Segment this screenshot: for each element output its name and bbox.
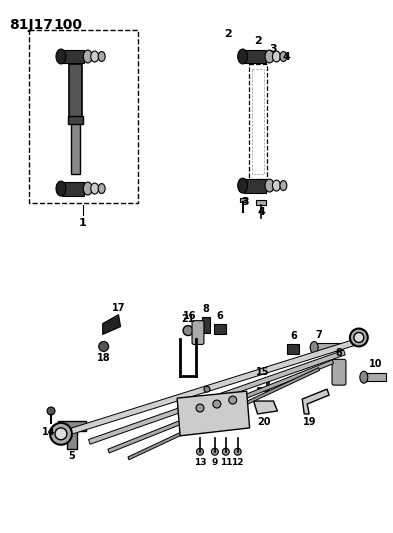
Ellipse shape [272,51,280,62]
Text: 100: 100 [53,18,82,32]
Text: 18: 18 [97,353,110,364]
Ellipse shape [91,183,99,194]
Text: 2: 2 [224,29,231,38]
Bar [364,373,386,381]
Circle shape [222,448,229,455]
Bar [244,50,266,63]
Text: 10: 10 [369,359,382,369]
Text: 3: 3 [270,44,277,53]
Text: 16: 16 [183,311,197,321]
Text: 4: 4 [283,52,290,62]
Bar [29,30,138,204]
FancyBboxPatch shape [332,359,346,385]
Text: 20: 20 [257,417,270,427]
FancyBboxPatch shape [192,321,204,344]
Polygon shape [88,350,345,444]
Ellipse shape [265,50,274,63]
Circle shape [229,396,237,404]
Text: 15: 15 [256,367,269,377]
Text: 8: 8 [202,304,209,314]
Bar [69,64,82,119]
Ellipse shape [280,181,287,190]
Text: 4: 4 [257,207,266,217]
Text: 81J17: 81J17 [9,18,53,32]
Text: 6: 6 [217,311,223,321]
Ellipse shape [354,333,364,343]
Bar [71,119,80,174]
Ellipse shape [238,49,248,64]
Ellipse shape [50,423,72,445]
Ellipse shape [56,49,66,64]
Bar [214,324,226,334]
Text: 9: 9 [212,458,218,467]
Bar [202,317,210,333]
Ellipse shape [56,181,66,196]
Circle shape [183,326,193,336]
Bar [62,50,84,63]
Text: 7: 7 [316,330,323,341]
Ellipse shape [98,183,105,193]
Ellipse shape [360,372,368,383]
Polygon shape [253,401,277,414]
Text: 13: 13 [194,458,206,467]
Bar [240,198,247,203]
Circle shape [213,400,221,408]
Ellipse shape [350,328,368,346]
Bar [67,431,77,449]
Bar [68,116,83,124]
Ellipse shape [55,428,67,440]
Polygon shape [108,360,334,453]
Text: 6: 6 [290,332,297,342]
Polygon shape [302,389,329,414]
Text: 3: 3 [241,197,248,207]
Ellipse shape [265,179,274,192]
Text: 21: 21 [181,313,195,324]
Bar [62,182,84,196]
Text: 17: 17 [112,303,125,313]
Ellipse shape [280,52,287,61]
Bar [252,69,264,174]
Ellipse shape [98,52,105,61]
Bar [58,421,86,431]
Circle shape [47,407,55,415]
Bar [255,200,266,205]
Bar [249,64,266,179]
Text: 1: 1 [79,219,87,228]
Polygon shape [69,340,356,434]
Ellipse shape [238,178,248,193]
Polygon shape [177,391,250,436]
Text: 12: 12 [231,458,244,467]
Text: 14: 14 [42,427,56,437]
Circle shape [211,448,219,455]
Ellipse shape [310,342,318,353]
Circle shape [204,386,210,392]
Ellipse shape [272,180,280,191]
Text: 2: 2 [254,36,261,46]
Bar [314,343,342,351]
Ellipse shape [83,50,92,63]
Circle shape [234,448,241,455]
Text: 8: 8 [336,349,342,358]
Text: 11: 11 [220,458,232,467]
Polygon shape [103,314,121,335]
Circle shape [196,404,204,412]
Circle shape [99,342,108,351]
Circle shape [196,448,204,455]
Ellipse shape [83,182,92,195]
Text: 5: 5 [68,451,75,461]
Polygon shape [128,368,320,460]
Text: 19: 19 [303,417,316,427]
Bar [244,179,266,192]
Bar [287,344,299,354]
Ellipse shape [91,51,99,62]
